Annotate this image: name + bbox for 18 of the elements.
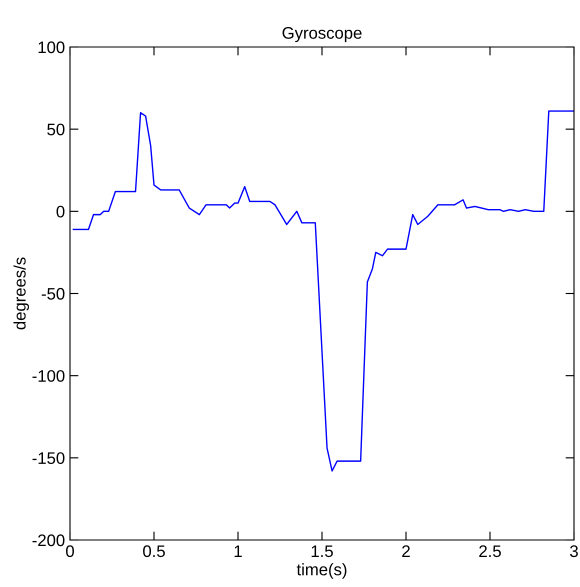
y-axis-title: degrees/s <box>13 258 30 330</box>
x-tick-label: 1 <box>234 545 242 557</box>
y-tick-label: -50 <box>42 288 64 300</box>
x-tick-label: 0 <box>66 545 74 558</box>
line-series <box>72 110 574 472</box>
x-axis-title: time(s) <box>296 563 346 579</box>
x-tick-label: 2.5 <box>479 545 501 558</box>
y-tick-label: -200 <box>32 534 64 546</box>
y-tick-label: -150 <box>32 452 64 464</box>
y-tick-label: 50 <box>47 124 64 136</box>
chart-title: Gyroscope <box>282 27 362 42</box>
x-tick-label: 2 <box>402 545 410 557</box>
x-tick-label: 1.5 <box>312 545 333 558</box>
y-tick-label: -100 <box>32 370 64 382</box>
y-tick-label: 100 <box>38 41 64 54</box>
x-tick-label: 0.5 <box>143 545 165 558</box>
y-tick-label: 0 <box>56 206 64 218</box>
x-tick-label: 3 <box>570 545 578 558</box>
